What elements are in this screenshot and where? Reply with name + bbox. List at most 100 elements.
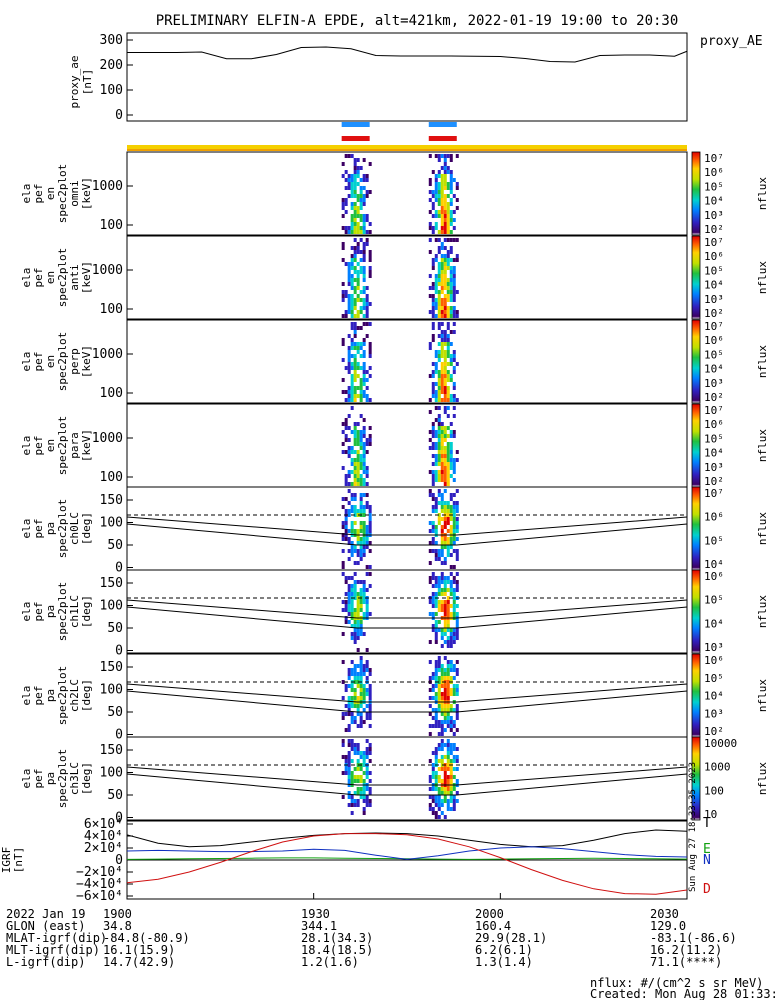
side-timestamp: Sun Aug 27 18:33:35 2023	[688, 762, 698, 892]
spectrogram-pixel	[440, 529, 444, 533]
spectrogram-pixel	[350, 712, 354, 716]
footer-row-label: 2022 Jan 19	[6, 907, 85, 921]
spectrogram-pixel	[359, 791, 363, 795]
spectrogram-pixel	[356, 592, 360, 596]
spectrogram-pixel	[446, 446, 450, 450]
spectrogram-pixel	[443, 696, 447, 700]
spectrogram-pixel	[443, 314, 447, 318]
spectrogram-pixel	[434, 668, 438, 672]
spectrogram-pixel	[353, 246, 357, 250]
spectrogram-pixel	[434, 434, 438, 438]
spectrogram-pixel	[449, 182, 453, 186]
spectrogram-tick-label: 0	[115, 561, 123, 576]
spectrogram-pixel	[437, 394, 441, 398]
spectrogram-pixel	[440, 270, 444, 274]
spectrogram-pixel	[431, 624, 435, 628]
spectrogram-pixel	[350, 374, 354, 378]
spectrogram-pixel	[368, 254, 372, 258]
spectrogram-pixel	[455, 636, 459, 640]
spectrogram-pixel	[446, 676, 450, 680]
spectrogram-pixel	[341, 755, 345, 759]
colorbar-tick-label: 10²	[704, 391, 724, 404]
spectrogram-pixel	[443, 525, 447, 529]
spectrogram-pixel	[365, 588, 369, 592]
spectrogram-pixel	[365, 704, 369, 708]
spectrogram-pixel	[365, 214, 369, 218]
spectrogram-pixel	[431, 684, 435, 688]
spectrogram-pixel	[362, 462, 366, 466]
spectrogram-pixel	[428, 210, 432, 214]
spectrogram-pixel	[446, 194, 450, 198]
spectrogram-pixel	[428, 779, 432, 783]
spectrogram-pixel	[359, 394, 363, 398]
spectrogram-pixel	[455, 779, 459, 783]
spectrogram-pixel	[440, 210, 444, 214]
spectrogram-pixel	[353, 775, 357, 779]
spectrogram-pixel	[428, 274, 432, 278]
spectrogram-pixel	[362, 696, 366, 700]
spectrogram-pixel	[443, 755, 447, 759]
spectrogram-pixel	[431, 505, 435, 509]
spectrogram-pixel	[446, 262, 450, 266]
spectrogram-pixel	[347, 386, 351, 390]
spectrogram-pixel	[368, 704, 372, 708]
spectrogram-pixel	[449, 592, 453, 596]
spectrogram-pixel	[455, 362, 459, 366]
colorbar-tick-label: 1000	[704, 761, 731, 774]
spectrogram-pixel	[344, 418, 348, 422]
spectrogram-pixel	[341, 298, 345, 302]
spectrogram-pixel	[362, 612, 366, 616]
spectrogram-pixel	[431, 362, 435, 366]
spectrogram-pixel	[347, 743, 351, 747]
spectrogram-pixel	[455, 708, 459, 712]
spectrogram-pixel	[362, 230, 366, 234]
spectrogram-pixel	[431, 314, 435, 318]
spectrogram-pixel	[368, 692, 372, 696]
spectrogram-pixel	[362, 580, 366, 584]
spectrogram-pixel	[446, 660, 450, 664]
spectrogram-pixel	[350, 759, 354, 763]
spectrogram-pixel	[341, 533, 345, 537]
spectrogram-pixel	[437, 266, 441, 270]
spectrogram-pixel	[341, 561, 345, 565]
spectrogram-pixel	[431, 497, 435, 501]
spectrogram-pixel	[449, 545, 453, 549]
spectrogram-pixel	[362, 198, 366, 202]
spectrogram-pixel	[362, 759, 366, 763]
spectrogram-pixel	[362, 458, 366, 462]
spectrogram-pixel	[446, 278, 450, 282]
spectrogram-pixel	[362, 664, 366, 668]
spectrogram-pixel	[452, 354, 456, 358]
spectrogram-pixel	[440, 218, 444, 222]
spectrogram-pixel	[446, 154, 450, 158]
spectrogram-pixel	[452, 580, 456, 584]
spectrogram-pixel	[353, 767, 357, 771]
spectrogram-pixel	[368, 521, 372, 525]
spectrogram-pixel	[440, 310, 444, 314]
spectrogram-pixel	[440, 262, 444, 266]
spectrogram-pixel	[353, 322, 357, 326]
footer-cell: -84.8(-80.9)	[103, 931, 190, 945]
spectrogram-pixel	[362, 218, 366, 222]
spectrogram-pixel	[446, 214, 450, 218]
spectrogram-pixel	[362, 222, 366, 226]
spectrogram-pixel	[449, 612, 453, 616]
spectrogram-pixel	[347, 334, 351, 338]
spectrogram-pixel	[344, 684, 348, 688]
spectrogram-pixel	[353, 505, 357, 509]
spectrogram-pixel	[434, 580, 438, 584]
spectrogram-pixel	[431, 612, 435, 616]
spectrogram-pixel	[350, 294, 354, 298]
spectrogram-pixel	[368, 350, 372, 354]
spectrogram-pixel	[356, 466, 360, 470]
spectrogram-pixel	[353, 326, 357, 330]
spectrogram-pixel	[353, 572, 357, 576]
spectrogram-pixel	[428, 493, 432, 497]
spectrogram-pixel	[443, 302, 447, 306]
spectrogram-pixel	[359, 668, 363, 672]
spectrogram-pixel	[350, 246, 354, 250]
spectrogram-pixel	[428, 489, 432, 493]
spectrogram-pixel	[362, 394, 366, 398]
spectrogram-pixel	[440, 430, 444, 434]
